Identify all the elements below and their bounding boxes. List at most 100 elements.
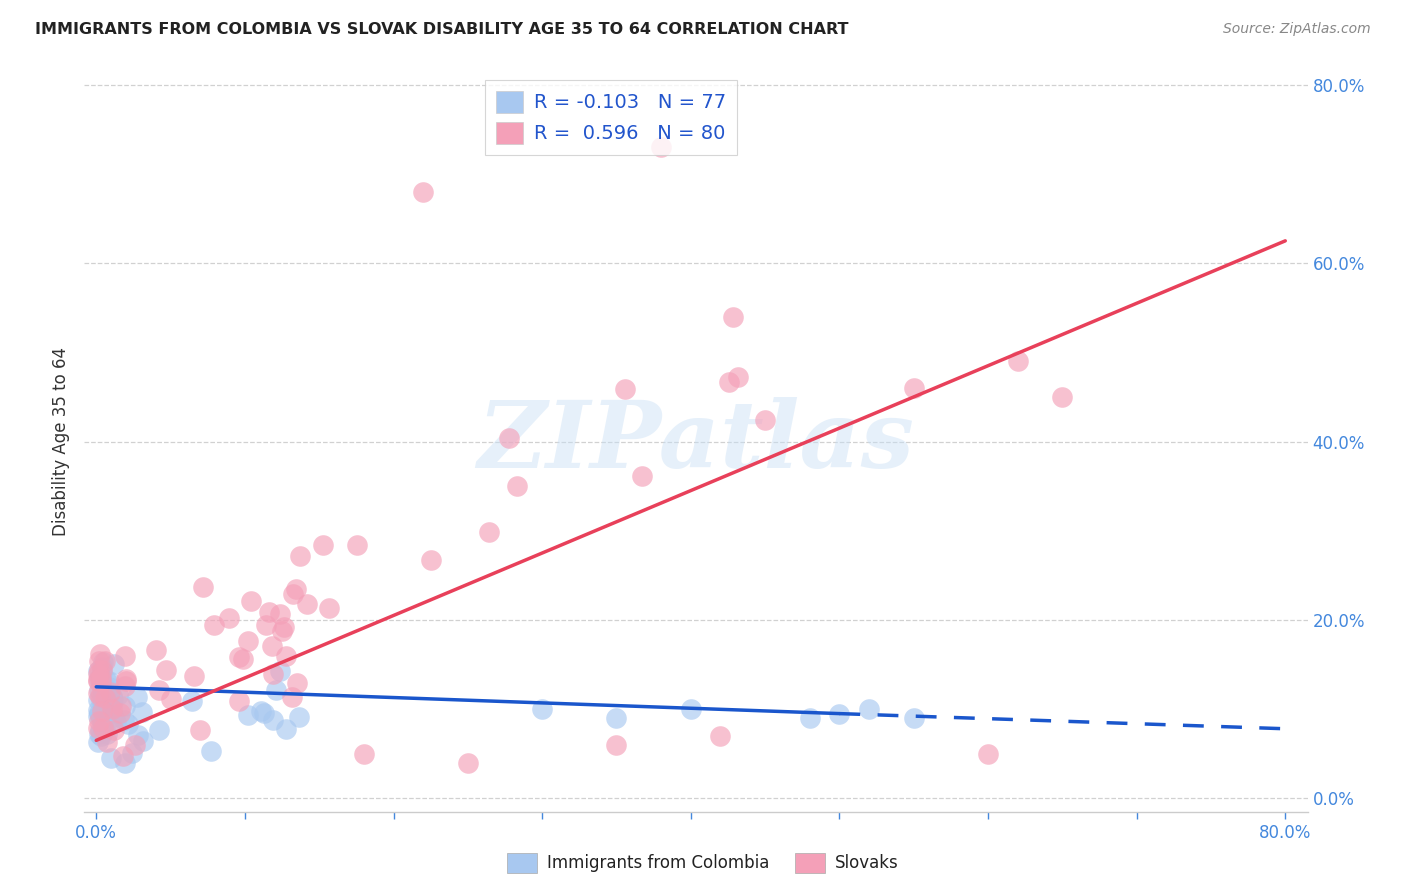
Point	[89, 709, 111, 723]
Point	[90, 693, 112, 707]
Point	[90, 714, 112, 728]
Point	[90, 673, 112, 688]
Point	[727, 370, 749, 384]
Point	[148, 683, 170, 698]
Point	[94, 691, 117, 706]
Point	[114, 756, 136, 770]
Point	[718, 375, 741, 389]
Point	[90, 671, 112, 685]
Point	[252, 706, 274, 721]
Point	[183, 669, 205, 683]
Point	[98, 706, 121, 721]
Point	[188, 723, 211, 738]
Point	[131, 706, 153, 720]
Point	[107, 688, 129, 702]
Point	[90, 705, 112, 719]
Point	[87, 654, 110, 668]
Point	[93, 683, 115, 698]
Point	[90, 663, 112, 677]
Point	[679, 702, 702, 716]
Point	[87, 664, 110, 678]
Point	[94, 683, 117, 698]
Point	[353, 747, 375, 761]
Point	[262, 713, 284, 727]
Point	[87, 706, 110, 720]
Point	[91, 694, 114, 708]
Point	[630, 468, 652, 483]
Point	[89, 682, 111, 697]
Point	[903, 711, 925, 725]
Point	[249, 704, 271, 718]
Point	[155, 663, 177, 677]
Point	[273, 620, 295, 634]
Point	[346, 538, 368, 552]
Point	[87, 721, 110, 735]
Point	[87, 714, 110, 728]
Point	[110, 698, 132, 713]
Point	[93, 655, 115, 669]
Point	[114, 679, 136, 693]
Point	[754, 412, 776, 426]
Point	[531, 702, 554, 716]
Point	[498, 431, 520, 445]
Point	[259, 605, 281, 619]
Point	[218, 611, 240, 625]
Point	[121, 746, 143, 760]
Point	[117, 716, 139, 731]
Point	[281, 690, 304, 704]
Point	[285, 582, 308, 596]
Point	[90, 685, 112, 699]
Point	[89, 670, 111, 684]
Point	[721, 310, 744, 324]
Point	[200, 744, 222, 758]
Point	[104, 714, 127, 729]
Point	[87, 663, 110, 677]
Point	[90, 665, 112, 680]
Point	[94, 694, 117, 708]
Point	[1007, 354, 1029, 368]
Point	[457, 756, 479, 770]
Point	[236, 707, 259, 722]
Point	[87, 673, 110, 688]
Point	[236, 634, 259, 648]
Point	[132, 733, 155, 747]
Point	[93, 684, 115, 698]
Point	[87, 735, 110, 749]
Point	[181, 694, 204, 708]
Point	[101, 702, 124, 716]
Point	[108, 706, 131, 720]
Point	[269, 665, 291, 679]
Point	[100, 696, 122, 710]
Point	[91, 696, 114, 710]
Point	[100, 696, 122, 710]
Point	[112, 748, 135, 763]
Point	[288, 710, 311, 724]
Point	[605, 738, 627, 752]
Point	[799, 711, 821, 725]
Point	[295, 597, 318, 611]
Point	[127, 690, 149, 705]
Point	[101, 692, 124, 706]
Point	[93, 699, 115, 714]
Point	[285, 676, 308, 690]
Point	[228, 694, 250, 708]
Point	[240, 594, 263, 608]
Point	[262, 667, 284, 681]
Point	[96, 673, 118, 687]
Point	[506, 479, 529, 493]
Point	[98, 680, 121, 694]
Point	[311, 538, 333, 552]
Point	[709, 729, 731, 743]
Point	[98, 685, 121, 699]
Point	[103, 710, 125, 724]
Point	[262, 640, 284, 654]
Point	[114, 649, 136, 664]
Point	[420, 553, 443, 567]
Point	[91, 724, 114, 739]
Point	[94, 654, 117, 668]
Point	[91, 721, 114, 735]
Point	[89, 723, 111, 737]
Text: IMMIGRANTS FROM COLOMBIA VS SLOVAK DISABILITY AGE 35 TO 64 CORRELATION CHART: IMMIGRANTS FROM COLOMBIA VS SLOVAK DISAB…	[35, 22, 849, 37]
Point	[98, 674, 121, 689]
Point	[276, 648, 298, 663]
